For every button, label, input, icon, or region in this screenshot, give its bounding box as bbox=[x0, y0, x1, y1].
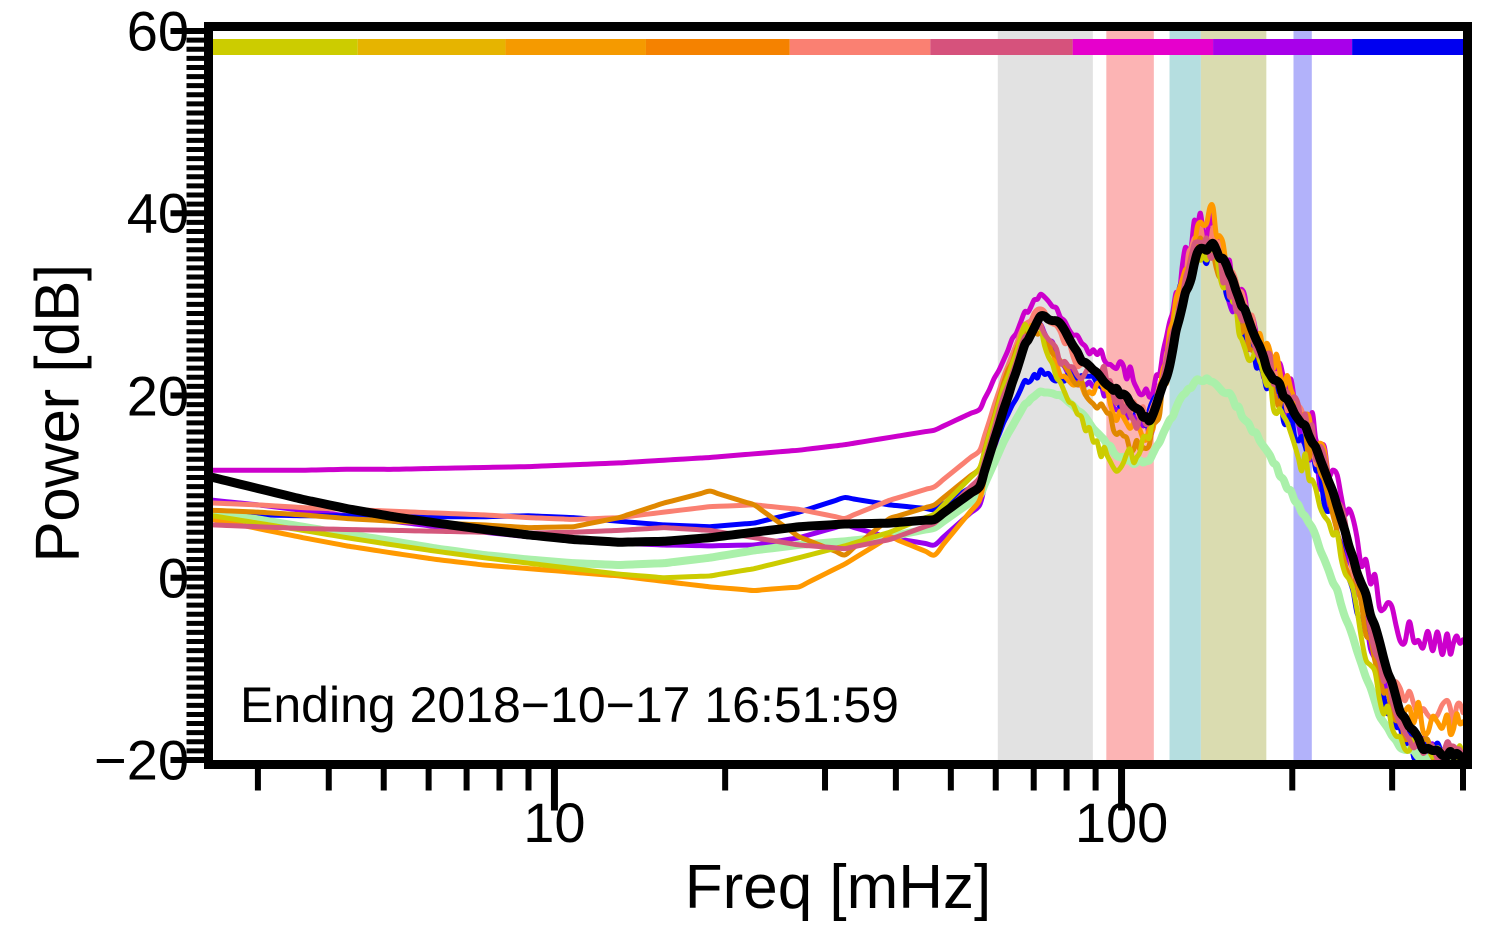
curve-trace-blue bbox=[213, 242, 1463, 760]
frequency-colorbar bbox=[213, 39, 1463, 55]
colorbar-segment-6 bbox=[1072, 39, 1214, 55]
colorbar-segment-2 bbox=[505, 39, 646, 55]
colorbar-segment-3 bbox=[645, 39, 790, 55]
curve-trace-magenta bbox=[213, 210, 1463, 658]
curve-mean bbox=[213, 238, 1463, 760]
ending-timestamp-annotation: Ending 2018−10−17 16:51:59 bbox=[240, 677, 899, 733]
colorbar-segment-8 bbox=[1352, 39, 1463, 55]
band-periwinkle bbox=[1293, 31, 1312, 760]
colorbar-segment-0 bbox=[213, 39, 358, 55]
colorbar-segment-7 bbox=[1213, 39, 1353, 55]
x-axis-title: Freq [mHz] bbox=[684, 853, 992, 922]
axes-ticks bbox=[170, 28, 1466, 811]
colorbar-segment-1 bbox=[357, 39, 506, 55]
colorbar-segment-5 bbox=[930, 39, 1073, 55]
colorbar-segment-4 bbox=[789, 39, 931, 55]
spectra-curves bbox=[213, 202, 1463, 760]
curve-trace-olive bbox=[213, 247, 1463, 760]
